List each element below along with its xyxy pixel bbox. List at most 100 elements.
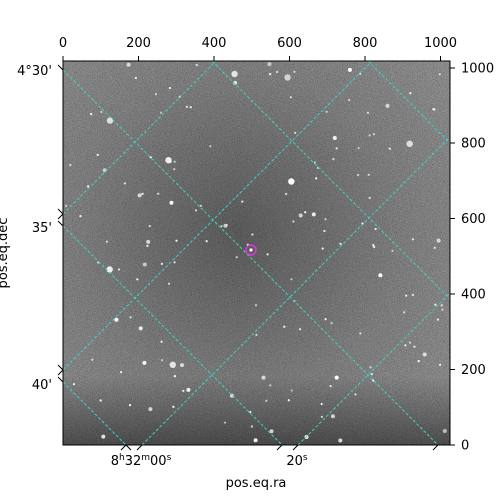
star — [105, 240, 108, 243]
star — [160, 340, 163, 343]
star — [330, 414, 335, 419]
star — [299, 328, 302, 331]
star — [332, 158, 335, 161]
star — [141, 192, 144, 195]
star — [126, 62, 131, 67]
star — [339, 242, 342, 245]
star — [168, 86, 171, 90]
star — [96, 153, 99, 156]
star — [167, 282, 171, 285]
sky-image — [63, 61, 450, 445]
star — [434, 303, 437, 306]
star — [324, 318, 327, 321]
star — [368, 134, 371, 137]
star — [173, 160, 176, 163]
top-axis — [62, 56, 441, 61]
star — [117, 268, 121, 271]
star — [422, 352, 427, 357]
right-tick-label: 600 — [461, 212, 486, 227]
star — [123, 182, 126, 185]
bottom-tick-label-ra-2: 20s — [286, 453, 308, 469]
star — [220, 225, 223, 228]
star — [439, 363, 442, 366]
left-tick-label: 40' — [32, 378, 52, 393]
star — [374, 227, 377, 231]
star — [373, 245, 376, 249]
star — [209, 145, 212, 148]
top-tick-label: 0 — [59, 36, 67, 51]
star — [367, 173, 370, 176]
star — [294, 131, 297, 134]
star — [378, 273, 383, 278]
star — [285, 192, 288, 196]
star — [186, 387, 191, 392]
star — [225, 224, 228, 227]
star — [269, 384, 272, 387]
x-axis-label: pos.eq.ra — [226, 476, 287, 491]
star — [436, 318, 439, 321]
star — [284, 74, 291, 81]
star — [249, 410, 252, 414]
star — [173, 375, 176, 378]
star — [106, 266, 113, 273]
star — [169, 200, 174, 205]
star — [160, 262, 163, 265]
y-axis-label: pos.eq.dec — [0, 218, 11, 289]
star — [79, 215, 82, 218]
star — [287, 399, 290, 402]
star — [90, 113, 93, 116]
star — [233, 80, 238, 85]
star — [114, 317, 119, 322]
star — [128, 404, 132, 407]
star — [161, 359, 164, 362]
star — [369, 366, 372, 369]
star — [330, 322, 333, 325]
star — [368, 196, 371, 199]
star — [142, 360, 147, 365]
star — [235, 256, 238, 259]
star — [138, 326, 143, 331]
star — [189, 106, 192, 109]
star — [292, 220, 295, 223]
star — [159, 111, 163, 114]
star — [313, 161, 316, 164]
star — [347, 67, 352, 72]
star — [101, 434, 106, 439]
star — [182, 389, 185, 392]
star — [432, 108, 435, 111]
top-tick-label: 400 — [202, 36, 227, 51]
left-tick-label: 35' — [32, 221, 52, 236]
star — [194, 209, 198, 212]
star — [267, 62, 272, 67]
star — [385, 103, 390, 108]
star — [442, 429, 447, 433]
star — [290, 389, 293, 392]
star — [388, 147, 391, 150]
star — [266, 253, 269, 256]
star — [441, 308, 444, 311]
star — [255, 333, 258, 336]
star — [148, 407, 153, 412]
right-tick-label: 0 — [461, 439, 469, 454]
star — [276, 70, 279, 74]
star — [142, 262, 147, 267]
star — [440, 304, 443, 307]
star — [304, 211, 307, 214]
star — [357, 147, 360, 150]
star — [417, 360, 420, 363]
star — [321, 247, 324, 250]
right-tick-label: 1000 — [461, 62, 494, 77]
star — [366, 111, 370, 114]
star — [391, 249, 394, 252]
star — [403, 311, 406, 314]
star — [157, 192, 160, 195]
star — [223, 421, 227, 424]
right-axis — [450, 67, 455, 446]
star — [329, 385, 332, 388]
star — [334, 375, 339, 380]
star — [146, 244, 149, 247]
star-field — [65, 62, 447, 443]
star — [411, 293, 414, 296]
star — [348, 98, 351, 102]
